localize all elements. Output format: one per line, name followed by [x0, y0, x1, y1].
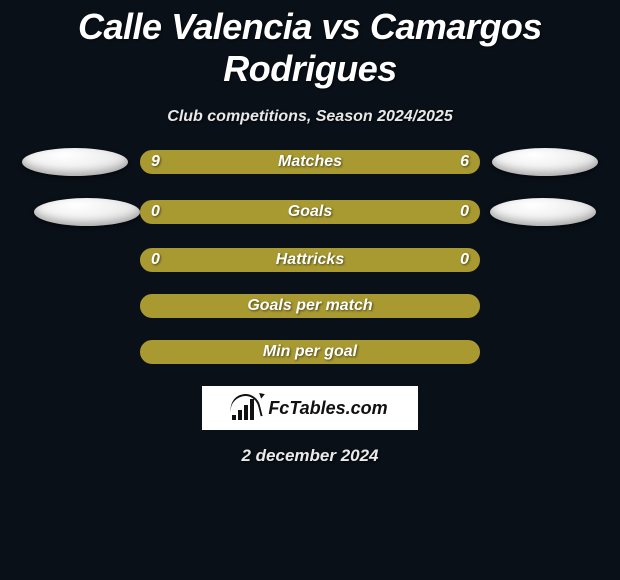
player-badge-left: [22, 148, 128, 176]
stat-label: Hattricks: [141, 251, 479, 269]
player-badge-right: [490, 198, 596, 226]
stat-row: Hattricks0 0: [0, 248, 620, 272]
stat-row: Matches9 6: [0, 148, 620, 176]
stats-list: Matches96Goals00Hattricks00Goals per mat…: [0, 148, 620, 364]
stat-bar: Min per goal: [140, 340, 480, 364]
stat-label: Min per goal: [141, 343, 479, 361]
player-badge-left: [34, 198, 140, 226]
stat-value-left: 0: [151, 251, 160, 269]
stat-bar: Goals0 0: [140, 200, 480, 224]
stat-bar: Hattricks0 0: [140, 248, 480, 272]
date-label: 2 december 2024: [0, 446, 620, 466]
stat-label: Matches: [141, 153, 479, 171]
stat-value-right: 6: [460, 153, 469, 171]
stat-row: Min per goal: [0, 340, 620, 364]
stat-label: Goals: [141, 203, 479, 221]
page-title: Calle Valencia vs Camargos Rodrigues: [0, 6, 620, 90]
stat-value-right: 0: [460, 251, 469, 269]
stats-card: Calle Valencia vs Camargos Rodrigues Clu…: [0, 0, 620, 466]
stat-label: Goals per match: [141, 297, 479, 315]
brand-logo[interactable]: FcTables.com: [202, 386, 418, 430]
stat-value-left: 0: [151, 203, 160, 221]
stat-bar: Matches9 6: [140, 150, 480, 174]
stat-row: Goals0 0: [0, 198, 620, 226]
chart-growth-icon: [232, 396, 262, 420]
stat-value-right: 0: [460, 203, 469, 221]
stat-value-left: 9: [151, 153, 160, 171]
brand-text: FcTables.com: [268, 398, 387, 419]
stat-bar: Goals per match: [140, 294, 480, 318]
stat-row: Goals per match: [0, 294, 620, 318]
page-subtitle: Club competitions, Season 2024/2025: [0, 108, 620, 126]
player-badge-right: [492, 148, 598, 176]
